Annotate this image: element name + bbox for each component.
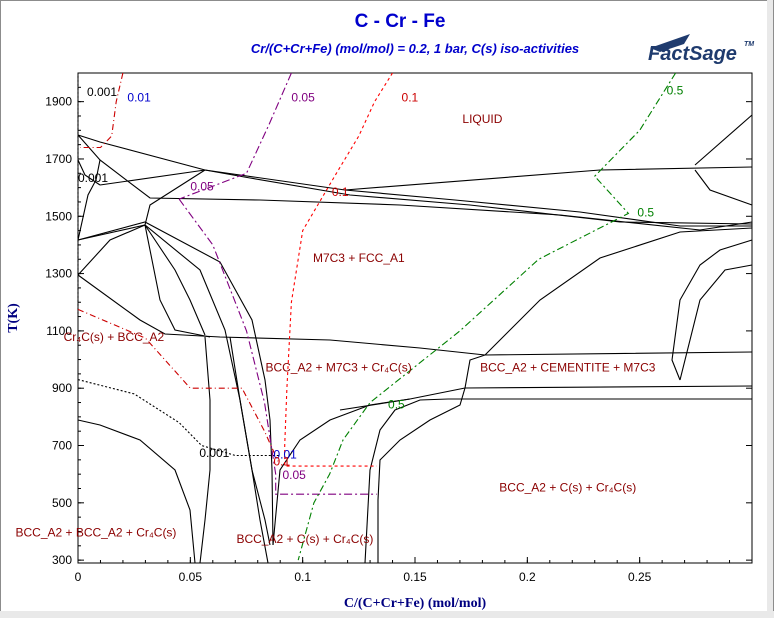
phase-boundary — [144, 169, 206, 226]
iso-activity-lines — [77, 72, 677, 561]
phase-boundary — [464, 351, 753, 389]
chart-title: C - Cr - Fe — [355, 11, 446, 32]
y-axis-label: T(K) — [6, 303, 21, 333]
x-tick-label: 0.1 — [294, 570, 311, 584]
phase-boundary — [671, 239, 753, 381]
y-tick-label: 700 — [52, 439, 72, 453]
phase-boundary — [409, 387, 466, 400]
x-tick-label: 0.25 — [628, 570, 652, 584]
x-tick-label: 0 — [75, 570, 82, 584]
y-tick-label: 300 — [52, 553, 72, 567]
iso-activity-label: 0.5 — [388, 397, 405, 411]
phase-boundary — [77, 134, 752, 227]
phase-boundary — [77, 419, 196, 564]
iso-activity-line — [178, 72, 292, 200]
iso-activity-label: 0.5 — [667, 83, 684, 97]
phase-boundary — [694, 169, 753, 206]
phase-region-label: LIQUID — [462, 112, 502, 126]
x-axis-label: C/(C+Cr+Fe) (mol/mol) — [344, 596, 487, 611]
window-edge-right — [767, 0, 773, 618]
phase-boundary — [77, 274, 486, 356]
phase-boundary — [377, 387, 466, 563]
iso-activity-line — [77, 379, 281, 457]
y-tick-label: 1100 — [46, 324, 72, 338]
iso-activity-line — [297, 72, 677, 561]
phase-boundary — [464, 385, 753, 389]
iso-activity-label: 0.001 — [87, 85, 117, 99]
y-tick-label: 1300 — [45, 267, 72, 281]
iso-activity-line — [178, 198, 377, 495]
phase-boundary — [339, 398, 411, 411]
phase-region-label: M7C3 + FCC_A1 — [313, 251, 405, 265]
phase-boundary — [77, 224, 206, 336]
iso-activity-label: 0.001 — [199, 446, 229, 460]
phase-boundary — [144, 224, 211, 338]
phase-boundary — [77, 134, 753, 231]
chart-subtitle: Cr/(C+Cr+Fe) (mol/mol) = 0.2, 1 bar, C(s… — [251, 41, 579, 56]
x-tick-label: 0.2 — [519, 570, 536, 584]
iso-activity-label: 0.001 — [78, 171, 108, 185]
phase-region-label: BCC_A2 + M7C3 + Cr₄C(s) — [265, 361, 411, 375]
phase-region-label: BCC_A2 + C(s) + Cr₄C(s) — [499, 480, 636, 494]
phase-boundaries — [77, 114, 753, 564]
phase-boundary — [364, 398, 449, 564]
y-tick-label: 500 — [52, 496, 72, 510]
phase-boundary — [679, 264, 753, 381]
x-tick-label: 0.15 — [403, 570, 427, 584]
iso-activity-label: 0.05 — [282, 468, 306, 482]
phase-boundary — [199, 336, 211, 564]
phase-region-label: BCC_A2 + CEMENTITE + M7C3 — [480, 361, 656, 375]
phase-region-label: BCC_A2 + C(s) + Cr₄C(s) — [236, 532, 373, 546]
phase-boundary — [344, 166, 753, 191]
y-tick-label: 1500 — [45, 209, 72, 223]
iso-activity-label: 0.01 — [273, 447, 297, 461]
iso-activity-label: 0.1 — [273, 455, 290, 469]
y-tick-label: 900 — [52, 381, 72, 395]
x-tick-label: 0.05 — [179, 570, 203, 584]
logo-tm: TM — [744, 41, 754, 48]
phase-boundary — [77, 224, 271, 546]
iso-activity-line — [284, 72, 393, 467]
factsage-logo: FactSage TM — [648, 34, 754, 65]
axis-ticks: 0 0.05 0.1 0.15 0.2 0.25300500700900110013001… — [45, 86, 752, 584]
phase-boundary — [694, 114, 753, 166]
iso-activity-label: 0.05 — [190, 179, 214, 193]
phase-boundary — [484, 227, 753, 356]
iso-activity-label: 0.1 — [332, 185, 349, 199]
phase-region-label: Cr₄C(s) + BCC_A2 — [64, 330, 165, 344]
y-tick-label: 1700 — [45, 152, 72, 166]
y-tick-label: 1900 — [45, 95, 72, 109]
iso-activity-label: 0.05 — [291, 91, 315, 105]
iso-activity-label: 0.01 — [127, 91, 151, 105]
phase-boundary — [77, 159, 101, 241]
iso-activity-label: 0.1 — [402, 91, 419, 105]
logo-text: FactSage — [648, 43, 737, 65]
phase-region-labels: LIQUID M7C3 + FCC_A1 Cr₄C(s) + BCC_A2 BCC_A… — [15, 112, 655, 546]
phase-boundary — [77, 221, 274, 546]
phase-region-label: BCC_A2 + BCC_A2 + Cr₄C(s) — [15, 525, 176, 539]
iso-activity-label: 0.5 — [637, 205, 654, 219]
logo-swoosh — [650, 34, 690, 52]
window-edge-bottom — [0, 611, 774, 618]
phase-boundary — [229, 336, 269, 564]
iso-activity-line — [77, 308, 279, 462]
